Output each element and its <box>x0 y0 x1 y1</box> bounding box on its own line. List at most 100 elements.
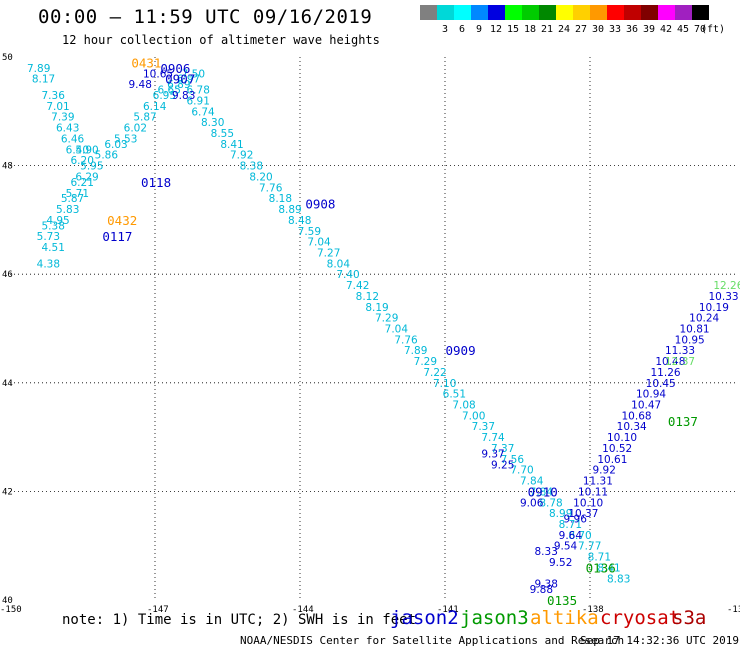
page-subtitle: 12 hour collection of altimeter wave hei… <box>62 33 380 47</box>
track-id-label: 0432 <box>107 213 137 228</box>
swh-data-label: 8.48 <box>288 215 311 227</box>
swh-data-label: 8.89 <box>278 204 301 216</box>
swh-data-label: 7.40 <box>336 269 359 281</box>
swh-data-label: 8.99 <box>549 508 572 520</box>
swh-data-label: 8.55 <box>211 128 234 140</box>
legend-swatch <box>539 5 556 20</box>
swh-data-label: 7.04 <box>307 237 331 249</box>
legend-swatch <box>522 5 539 20</box>
swh-data-label: 7.42 <box>346 280 369 292</box>
series-data-label: 10.10 <box>573 497 603 509</box>
swh-data-label: 5.71 <box>66 188 89 200</box>
swh-data-label: 6.14 <box>143 101 167 113</box>
swh-data-label: 8.71 <box>588 552 611 564</box>
swh-data-label: 7.74 <box>481 432 505 444</box>
series-data-label: 9.06 <box>520 497 544 509</box>
y-tick-label: 44 <box>2 379 13 389</box>
swh-data-label: 8.19 <box>365 302 388 314</box>
legend-swatch <box>420 5 437 20</box>
x-tick-label: -13 <box>727 605 740 615</box>
swh-data-label: 8.70 <box>568 530 591 542</box>
swh-data-label: 5.87 <box>61 193 84 205</box>
track-id-label: 0907 <box>165 72 195 87</box>
series-data-label: 12.37 <box>665 356 695 368</box>
series-data-label: 10.10 <box>607 432 637 444</box>
legend-label: 6 <box>458 24 466 35</box>
swh-data-label: 5.86 <box>95 150 119 162</box>
legend-swatch <box>692 5 709 20</box>
legend-swatch <box>556 5 573 20</box>
series-data-label: 10.61 <box>597 454 627 466</box>
legend-label: 45 <box>676 24 690 35</box>
series-data-label: 10.45 <box>646 378 676 390</box>
swh-data-label: 4.95 <box>46 215 69 227</box>
y-tick-label: 50 <box>2 53 13 63</box>
swh-data-label: 8.38 <box>240 161 263 173</box>
satellite-label-jason2: jason2 <box>390 607 459 629</box>
legend-swatch <box>488 5 505 20</box>
legend-label: 21 <box>540 24 554 35</box>
swh-data-label: 5.73 <box>37 231 60 243</box>
legend-label: 24 <box>557 24 571 35</box>
track-id-label: 0136 <box>586 560 616 575</box>
swh-data-label: 8.04 <box>327 258 351 270</box>
swh-data-label: 6.65 <box>158 85 181 97</box>
swh-data-label: 7.92 <box>230 150 253 162</box>
legend-label: 70 <box>693 24 707 35</box>
series-data-label: 10.47 <box>631 400 661 412</box>
swh-data-label: 6.46 <box>61 133 85 145</box>
track-id-label: 0118 <box>141 175 171 190</box>
legend-swatch <box>590 5 607 20</box>
track-id-label: 0431 <box>131 55 161 70</box>
series-data-label: 10.19 <box>699 302 729 314</box>
legend-swatch <box>675 5 692 20</box>
swh-data-label: 7.39 <box>51 112 74 124</box>
swh-data-label: 7.76 <box>259 182 283 194</box>
swh-data-label: 6.21 <box>71 177 94 189</box>
series-data-label: 10.52 <box>602 443 632 455</box>
legend-swatch <box>471 5 488 20</box>
series-data-label: 9.88 <box>530 584 553 596</box>
swh-data-label: 7.84 <box>520 476 544 488</box>
series-data-label: 10.65 <box>143 68 173 80</box>
satellite-label-s3a: s3a <box>672 607 707 629</box>
series-data-label: 9.52 <box>549 557 572 569</box>
swh-data-label: 6.91 <box>187 95 210 107</box>
swh-data-label: 8.12 <box>356 291 379 303</box>
swh-data-label: 6.03 <box>104 139 127 151</box>
legend-label: 15 <box>506 24 520 35</box>
series-data-label: 8.33 <box>535 546 558 558</box>
swh-data-label: 5.87 <box>133 112 156 124</box>
legend-label: 27 <box>574 24 588 35</box>
series-data-label: 9.92 <box>593 465 616 477</box>
series-data-label: 10.11 <box>578 486 608 498</box>
swh-data-label: 7.70 <box>510 465 533 477</box>
track-id-label: 0910 <box>528 484 558 499</box>
series-data-label: 10.68 <box>622 410 652 422</box>
swh-data-label: 7.29 <box>375 313 398 325</box>
series-data-label: 9.54 <box>554 541 578 553</box>
swh-data-label: 6.29 <box>75 171 98 183</box>
series-data-label: 10.94 <box>636 389 666 401</box>
generated-timestamp: Sep 17 14:32:36 UTC 2019 <box>580 634 739 647</box>
legend-swatch <box>624 5 641 20</box>
swh-data-label: 4.38 <box>37 258 60 270</box>
swh-data-label: 7.50 <box>182 68 205 80</box>
satellite-label-altika: altika <box>530 607 599 629</box>
swh-data-label: 6.51 <box>443 389 466 401</box>
swh-data-label: 7.36 <box>42 90 66 102</box>
legend-swatch <box>641 5 658 20</box>
series-data-label: 10.95 <box>675 334 705 346</box>
series-data-label: 11.26 <box>651 367 681 379</box>
x-tick-label: -147 <box>147 605 169 615</box>
swh-data-label: 8.83 <box>607 573 630 585</box>
legend-label: 36 <box>625 24 639 35</box>
swh-data-label: 7.08 <box>452 400 475 412</box>
series-data-label: 9.25 <box>491 459 514 471</box>
swh-data-label: 7.22 <box>423 367 446 379</box>
swh-data-label: 8.41 <box>597 562 620 574</box>
legend-swatch <box>573 5 590 20</box>
series-data-label: 9.38 <box>535 579 558 591</box>
legend-label: 18 <box>523 24 537 35</box>
